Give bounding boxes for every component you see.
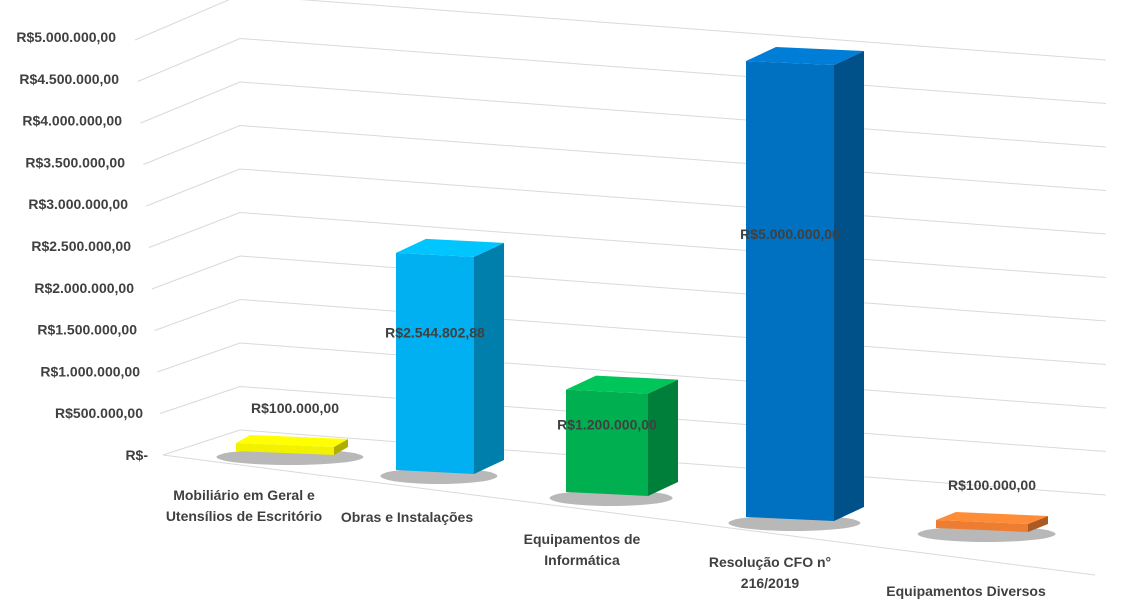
y-tick-label: R$-	[125, 447, 148, 463]
gridline	[146, 168, 1107, 235]
bar-front	[746, 61, 834, 521]
floor-edge	[162, 454, 1096, 576]
x-axis-category-labels: Mobiliário em Geral e Utensílios de Escri…	[166, 487, 1046, 599]
bar-side	[648, 379, 678, 496]
gridline	[151, 255, 1107, 322]
data-label: R$2.544.802,88	[385, 325, 485, 341]
x-category-label: Equipamentos de Informática	[524, 531, 641, 568]
x-category-label: Resolução CFO n° 216/2019	[709, 554, 831, 591]
bar-top	[936, 512, 1048, 524]
bar	[936, 512, 1048, 532]
x-category-label: Obras e Instalações	[341, 509, 474, 525]
data-label: R$100.000,00	[251, 400, 339, 416]
y-tick-label: R$1.000.000,00	[40, 363, 140, 379]
y-tick-label: R$500.000,00	[55, 405, 143, 421]
bar-top	[396, 238, 504, 257]
gridline	[154, 298, 1107, 365]
gridline	[140, 81, 1107, 148]
gridline	[134, 0, 1107, 61]
y-tick-label: R$1.500.000,00	[37, 322, 137, 338]
bar-side	[1028, 516, 1048, 532]
y-tick-label: R$3.500.000,00	[25, 154, 125, 170]
y-axis-tick-labels: R$- R$500.000,00 R$1.000.000,00 R$1.500.000…	[16, 29, 148, 463]
bar	[236, 435, 348, 455]
data-label: R$1.200.000,00	[557, 417, 657, 433]
bar-top	[746, 47, 864, 65]
y-tick-label: R$5.000.000,00	[16, 29, 116, 45]
data-label: R$100.000,00	[948, 477, 1036, 493]
data-label: R$5.000.000,00	[740, 226, 840, 242]
x-category-label: Mobiliário em Geral e Utensílios de Escri…	[166, 487, 322, 524]
gridline	[148, 211, 1107, 278]
bar-side	[834, 51, 864, 521]
bar	[396, 238, 504, 474]
bar-side	[334, 439, 348, 455]
bar-front	[566, 389, 648, 496]
bar-top	[566, 375, 678, 394]
gridline	[143, 124, 1107, 191]
data-labels: R$100.000,00 R$2.544.802,88 R$1.200.000,00…	[251, 226, 1036, 493]
y-tick-label: R$2.000.000,00	[34, 280, 134, 296]
x-category-label: Equipamentos Diversos	[886, 583, 1046, 599]
y-tick-label: R$4.000.000,00	[22, 113, 122, 129]
bar-top	[236, 435, 348, 447]
bar-front	[396, 252, 474, 474]
bar	[566, 375, 678, 496]
bar-side	[474, 242, 504, 474]
y-tick-label: R$4.500.000,00	[19, 71, 119, 87]
y-tick-label: R$2.500.000,00	[31, 238, 131, 254]
bar	[746, 47, 864, 521]
bars	[236, 47, 1048, 532]
gridline	[137, 37, 1107, 104]
y-tick-label: R$3.000.000,00	[28, 196, 128, 212]
